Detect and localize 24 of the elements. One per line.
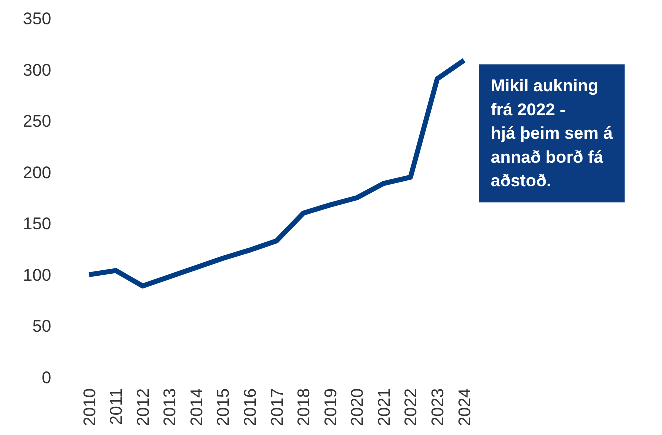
x-tick-label: 2020	[348, 388, 368, 426]
x-tick-label: 2024	[455, 388, 474, 426]
y-tick-label: 50	[32, 317, 52, 336]
x-tick-label: 2013	[160, 388, 180, 426]
y-tick-label: 150	[23, 214, 52, 234]
text: Mikil aukning frá 2022 - hjá þeim sem á annað borð fá aðstoð.	[491, 76, 614, 191]
x-tick-label: 2016	[241, 388, 260, 426]
x-tick-label: 2018	[294, 388, 314, 426]
x-tick-label: 2011	[107, 388, 126, 426]
x-tick-label: 2023	[428, 388, 448, 426]
x-tick-label: 2021	[374, 388, 394, 426]
x-tick-label: 2022	[402, 388, 421, 426]
x-tick-label: 2010	[80, 388, 100, 426]
y-tick-label: 100	[23, 266, 52, 285]
y-tick-label: 250	[23, 112, 52, 132]
x-tick-label: 2012	[134, 388, 153, 426]
y-tick-label: 0	[42, 368, 52, 388]
x-tick-label: 2019	[321, 388, 340, 426]
x-tick-label: 2014	[187, 388, 206, 426]
y-tick-label: 300	[23, 60, 52, 80]
y-tick-label: 350	[23, 10, 52, 28]
x-tick-label: 2017	[268, 388, 287, 426]
x-tick-label: 2015	[214, 388, 234, 426]
y-tick-label: 200	[23, 163, 52, 182]
